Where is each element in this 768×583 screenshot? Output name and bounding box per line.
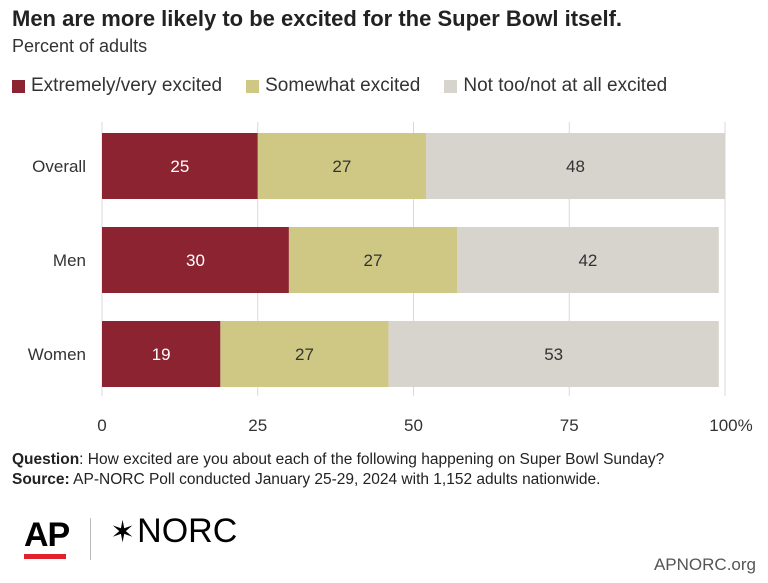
legend-swatch-extremely [12, 79, 25, 93]
data-label-men-series-2: 42 [578, 251, 597, 270]
question-note: Question: How excited are you about each… [12, 450, 664, 470]
legend-swatch-somewhat [246, 79, 260, 93]
bar-overall-series-2 [425, 133, 725, 199]
site-url: APNORC.org [653, 555, 756, 574]
source-label: Source: [12, 471, 70, 488]
category-label-women: Women [28, 345, 86, 364]
chart-subtitle: Percent of adults [12, 36, 148, 56]
legend-item-somewhat: Somewhat excited [246, 75, 420, 97]
logo-divider [90, 518, 91, 560]
bar-women-series-2 [388, 321, 719, 387]
x-tick-label-50: 50 [404, 416, 423, 435]
legend-item-not-too: Not too/not at all excited [444, 75, 667, 97]
norc-logo: ✶NORC [110, 512, 237, 551]
ap-logo-underline [24, 554, 66, 559]
legend-swatch-not-too [444, 79, 458, 93]
source-note: Source: AP-NORC Poll conducted January 2… [12, 470, 664, 490]
data-label-men-series-0: 30 [186, 251, 205, 270]
legend-label-extremely: Extremely/very excited [31, 75, 223, 96]
bar-overall-series-1 [257, 133, 426, 199]
data-label-men-series-1: 27 [364, 251, 383, 270]
bar-men-series-2 [457, 227, 719, 293]
question-text: : How excited are you about each of the … [79, 451, 665, 468]
data-label-overall-series-1: 27 [332, 157, 351, 176]
data-label-overall-series-2: 48 [566, 157, 585, 176]
bar-overall-series-0 [102, 133, 258, 199]
x-tick-label-25: 25 [248, 416, 267, 435]
x-tick-label-0: 0 [97, 416, 106, 435]
legend-label-somewhat: Somewhat excited [265, 75, 421, 96]
data-label-overall-series-0: 25 [170, 157, 189, 176]
data-label-women-series-1: 27 [295, 345, 314, 364]
chart-title: Men are more likely to be excited for th… [12, 6, 623, 31]
category-label-overall: Overall [32, 157, 86, 176]
data-label-women-series-2: 53 [544, 345, 563, 364]
x-tick-label-75: 75 [560, 416, 579, 435]
x-tick-label-100: 100% [709, 416, 752, 435]
question-label: Question [12, 451, 80, 468]
legend-label-not-too: Not too/not at all excited [463, 75, 668, 96]
legend: Extremely/very excited Somewhat excited … [12, 75, 667, 97]
category-label-men: Men [53, 251, 86, 270]
bar-women-series-0 [102, 321, 221, 387]
ap-logo: AP [24, 516, 70, 554]
bar-men-series-0 [102, 227, 289, 293]
footnote: Question: How excited are you about each… [12, 450, 664, 490]
source-text: AP-NORC Poll conducted January 25-29, 20… [69, 471, 601, 488]
legend-item-extremely: Extremely/very excited [12, 75, 222, 97]
bar-women-series-1 [220, 321, 389, 387]
data-label-women-series-0: 19 [152, 345, 171, 364]
bar-men-series-1 [288, 227, 458, 293]
stacked-bar-chart: 25 27 48 Overall 30 27 42 Men 19 27 53 Women 0 25 50 75… [28, 122, 753, 435]
norc-star-icon: ✶ [110, 516, 136, 549]
norc-logo-text: NORC [137, 512, 238, 550]
